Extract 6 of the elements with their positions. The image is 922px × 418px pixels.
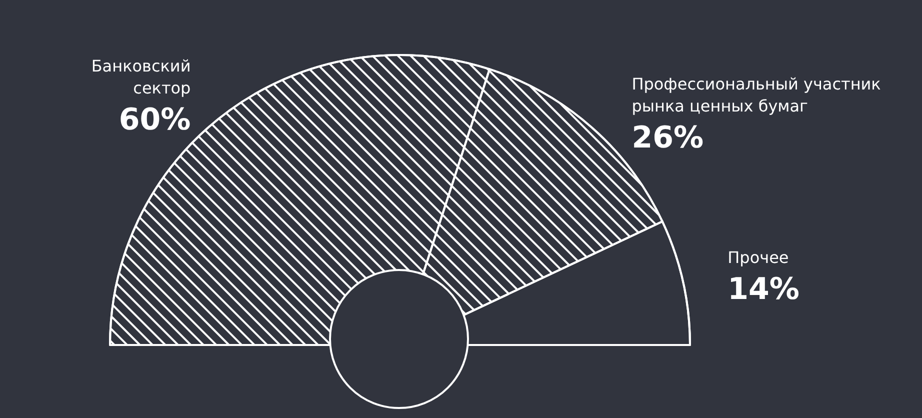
slice-label: Банковский сектор xyxy=(91,56,191,98)
data-label: 14% xyxy=(728,272,800,307)
slice-label: Прочее xyxy=(728,248,789,267)
slice-label: Профессиональный участник рынка ценных бумаг xyxy=(632,74,882,116)
data-label: 60% xyxy=(118,102,191,138)
data-label: 26% xyxy=(632,120,704,156)
